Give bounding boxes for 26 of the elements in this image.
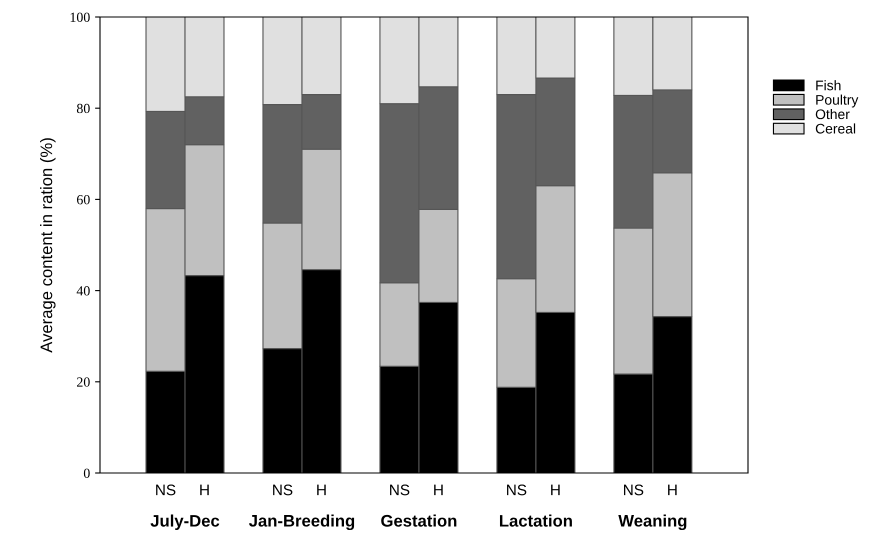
text: Gestation (381, 514, 456, 527)
text: Lactation (500, 514, 572, 527)
x-tick-label: NS (390, 484, 410, 496)
y-tick-label: 20 (77, 377, 90, 387)
legend-label: Other (816, 108, 850, 120)
y-axis-title: Average content in ration (%) (40, 138, 56, 353)
y-tick-label: 100 (70, 12, 90, 22)
x-tick-label: NS (273, 484, 292, 496)
x-tick-label: H (200, 484, 209, 496)
y-tick-label: 60 (76, 194, 90, 204)
legend-label: Fish (816, 80, 840, 90)
text: July-Dec (150, 514, 220, 530)
legend-label: Poultry (816, 94, 858, 108)
x-tick-label: H (434, 484, 443, 496)
x-tick-label: H (317, 484, 326, 496)
x-tick-label: NS (624, 484, 644, 496)
x-tick-label: NS (507, 484, 526, 496)
y-tick-label: 40 (76, 286, 90, 296)
x-tick-label: H (551, 484, 560, 496)
y-tick-label: 0 (84, 468, 90, 478)
text: Weaning (618, 514, 686, 530)
x-tick-label: NS (156, 484, 176, 496)
y-tick-label: 80 (76, 104, 90, 114)
x-tick-label: H (668, 484, 677, 496)
text: Jan-Breeding (248, 514, 354, 530)
legend-label: Cereal (816, 123, 856, 134)
